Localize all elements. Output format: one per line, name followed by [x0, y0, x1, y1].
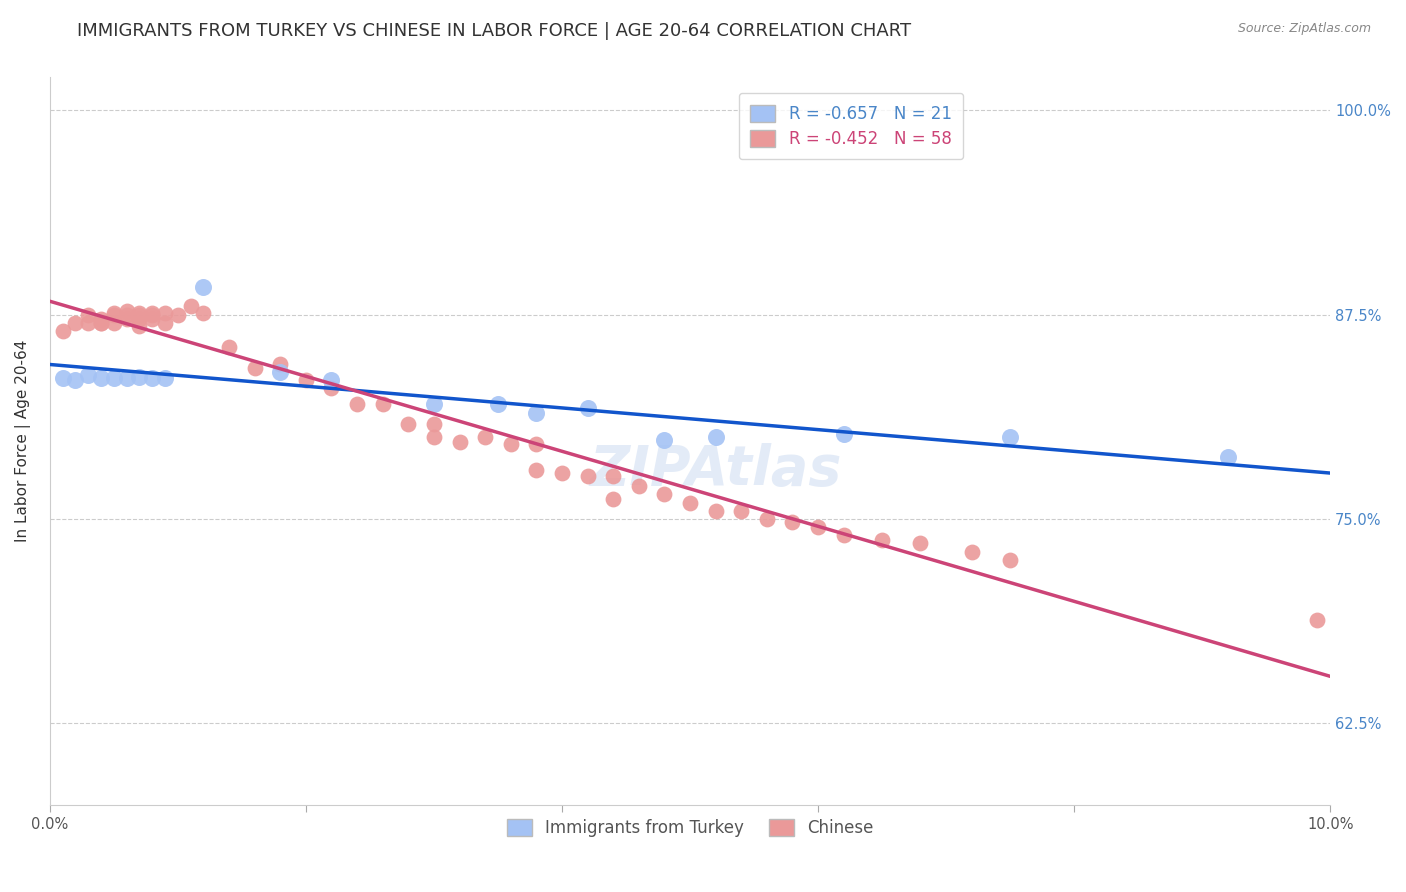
Point — [423, 397, 446, 411]
Point — [115, 304, 138, 318]
Point — [153, 306, 176, 320]
Point — [807, 520, 830, 534]
Point — [321, 381, 343, 395]
Point — [115, 371, 138, 385]
Point — [832, 528, 855, 542]
Text: IMMIGRANTS FROM TURKEY VS CHINESE IN LABOR FORCE | AGE 20-64 CORRELATION CHART: IMMIGRANTS FROM TURKEY VS CHINESE IN LAB… — [77, 22, 911, 40]
Point — [704, 504, 727, 518]
Point — [551, 466, 574, 480]
Point — [166, 308, 188, 322]
Point — [103, 371, 125, 385]
Point — [77, 308, 100, 322]
Point — [180, 299, 202, 313]
Point — [910, 536, 932, 550]
Point — [128, 306, 150, 320]
Point — [77, 316, 100, 330]
Point — [153, 371, 176, 385]
Point — [295, 373, 318, 387]
Point — [321, 373, 343, 387]
Point — [602, 469, 624, 483]
Point — [1216, 450, 1239, 464]
Point — [524, 406, 547, 420]
Point — [269, 357, 291, 371]
Point — [90, 316, 112, 330]
Point — [218, 340, 240, 354]
Point — [115, 308, 138, 322]
Point — [654, 487, 676, 501]
Point — [128, 369, 150, 384]
Point — [654, 434, 676, 448]
Point — [346, 397, 368, 411]
Point — [627, 479, 650, 493]
Point — [960, 544, 983, 558]
Point — [103, 316, 125, 330]
Point — [103, 306, 125, 320]
Point — [65, 373, 87, 387]
Point — [998, 553, 1021, 567]
Point — [90, 312, 112, 326]
Point — [243, 361, 266, 376]
Point — [153, 316, 176, 330]
Text: ZIPAtlas: ZIPAtlas — [589, 443, 842, 498]
Point — [782, 515, 804, 529]
Point — [77, 368, 100, 382]
Point — [90, 371, 112, 385]
Point — [704, 430, 727, 444]
Point — [524, 463, 547, 477]
Point — [90, 316, 112, 330]
Point — [576, 469, 599, 483]
Point — [103, 308, 125, 322]
Y-axis label: In Labor Force | Age 20-64: In Labor Force | Age 20-64 — [15, 340, 31, 542]
Point — [524, 436, 547, 450]
Point — [128, 318, 150, 333]
Point — [832, 426, 855, 441]
Point — [269, 365, 291, 379]
Point — [371, 397, 394, 411]
Point — [1306, 613, 1329, 627]
Point — [193, 279, 215, 293]
Point — [51, 324, 73, 338]
Point — [576, 401, 599, 415]
Point — [423, 417, 446, 431]
Point — [998, 430, 1021, 444]
Point — [141, 306, 163, 320]
Point — [128, 308, 150, 322]
Point — [755, 512, 778, 526]
Point — [141, 371, 163, 385]
Point — [141, 312, 163, 326]
Point — [396, 417, 419, 431]
Point — [141, 308, 163, 322]
Legend: Immigrants from Turkey, Chinese: Immigrants from Turkey, Chinese — [501, 813, 880, 844]
Point — [730, 504, 752, 518]
Point — [115, 312, 138, 326]
Point — [423, 430, 446, 444]
Point — [870, 533, 893, 548]
Point — [499, 436, 522, 450]
Point — [486, 397, 509, 411]
Point — [65, 316, 87, 330]
Text: Source: ZipAtlas.com: Source: ZipAtlas.com — [1237, 22, 1371, 36]
Point — [193, 306, 215, 320]
Point — [679, 495, 702, 509]
Point — [474, 430, 496, 444]
Point — [449, 435, 471, 450]
Point — [602, 492, 624, 507]
Point — [51, 371, 73, 385]
Point — [128, 312, 150, 326]
